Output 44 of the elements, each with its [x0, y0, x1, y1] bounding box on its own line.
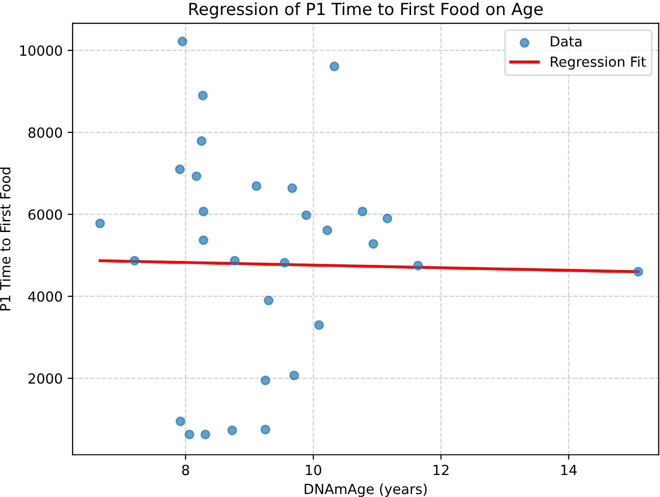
point — [198, 235, 208, 246]
point — [95, 218, 105, 228]
point — [230, 256, 240, 266]
point — [192, 171, 202, 182]
x-tick-label: 10 — [306, 464, 322, 476]
y-tick-label: 4000 — [28, 291, 62, 302]
point — [198, 206, 208, 216]
y-tick-label: 8000 — [28, 127, 62, 138]
point — [227, 426, 238, 436]
legend-label: Regression Fit — [550, 56, 646, 70]
legend-label: Data — [550, 36, 582, 47]
point — [260, 376, 270, 386]
chart-title: Regression of P1 Time to First Food on Age — [189, 2, 543, 18]
x-axis-title: DNAmAge (years) — [304, 483, 427, 497]
y-tick-label: 10000 — [20, 45, 62, 56]
point — [178, 36, 188, 46]
point — [301, 210, 312, 220]
point — [264, 296, 274, 306]
x-tick-label: 12 — [434, 464, 448, 476]
point — [280, 258, 290, 268]
point — [198, 90, 208, 100]
point — [322, 225, 332, 236]
point — [289, 370, 299, 380]
point — [287, 183, 298, 193]
point — [196, 136, 206, 146]
point — [314, 320, 324, 330]
point — [260, 424, 270, 434]
point — [176, 416, 186, 426]
point — [329, 62, 340, 72]
point — [382, 214, 392, 224]
y-tick-label: 2000 — [28, 373, 62, 384]
x-tick-label: 8 — [182, 464, 190, 476]
point — [200, 430, 210, 440]
point — [184, 430, 194, 440]
point — [174, 164, 185, 174]
y-axis-title: P1 Time to First Food — [0, 168, 10, 310]
point — [413, 260, 423, 270]
point — [368, 239, 378, 249]
point — [358, 206, 368, 216]
y-tick-label: 6000 — [28, 209, 62, 220]
x-tick-label: 14 — [561, 464, 577, 476]
point — [252, 181, 262, 191]
point — [130, 256, 140, 266]
point — [633, 266, 644, 277]
